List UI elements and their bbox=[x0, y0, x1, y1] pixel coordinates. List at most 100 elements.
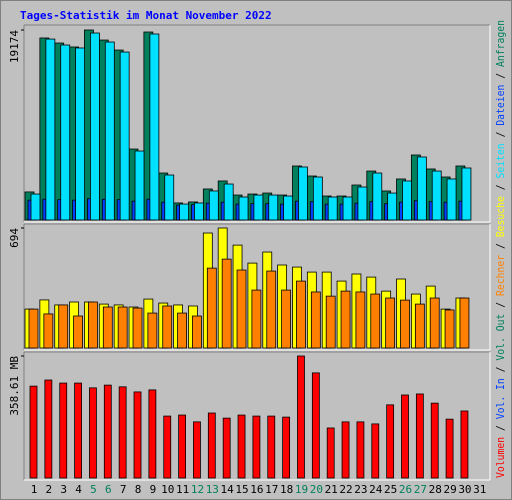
bar bbox=[222, 417, 231, 479]
bar bbox=[179, 203, 190, 221]
y-tick-label: 694 bbox=[8, 228, 21, 248]
x-tick-label: 2 bbox=[46, 483, 53, 496]
bar bbox=[236, 269, 247, 349]
bar bbox=[327, 196, 338, 221]
bar bbox=[29, 385, 38, 479]
y-tick-label: 358.61 MB bbox=[8, 356, 21, 416]
bar bbox=[461, 167, 472, 221]
chart-title: Tages-Statistik im Monat November 2022 bbox=[20, 9, 272, 22]
legend-separator: / bbox=[494, 184, 507, 190]
bar bbox=[237, 414, 246, 479]
bar bbox=[312, 176, 323, 221]
x-tick-label: 5 bbox=[90, 483, 97, 496]
x-tick-label: 29 bbox=[443, 483, 456, 496]
bar bbox=[104, 41, 115, 221]
bar bbox=[414, 303, 425, 349]
bar bbox=[147, 312, 158, 349]
x-tick-label: 9 bbox=[150, 483, 157, 496]
bar bbox=[460, 410, 469, 479]
bar bbox=[149, 33, 160, 221]
bar bbox=[416, 156, 427, 221]
legend-separator: / bbox=[494, 425, 507, 431]
y-tick-label: 19174 bbox=[8, 30, 21, 63]
bar bbox=[74, 382, 82, 479]
x-tick-label: 14 bbox=[221, 483, 235, 496]
bar bbox=[133, 391, 142, 479]
x-tick-label: 12 bbox=[191, 483, 204, 496]
bar bbox=[268, 194, 279, 221]
bar bbox=[310, 291, 321, 349]
bar bbox=[326, 427, 335, 479]
x-tick-label: 31 bbox=[473, 483, 486, 496]
bar bbox=[221, 258, 232, 349]
bar bbox=[164, 174, 175, 221]
bar bbox=[132, 307, 143, 349]
x-tick-label: 8 bbox=[135, 483, 142, 496]
bar bbox=[60, 44, 71, 221]
bar bbox=[282, 416, 291, 479]
bar bbox=[118, 386, 127, 479]
bar bbox=[385, 297, 396, 349]
legend-separator: / bbox=[494, 366, 507, 372]
bar bbox=[325, 295, 336, 349]
legend-entry: Besuche bbox=[494, 196, 507, 237]
x-tick-label: 24 bbox=[369, 483, 383, 496]
bar bbox=[296, 280, 306, 349]
bar bbox=[267, 415, 276, 479]
legend-entry: Volumen bbox=[494, 437, 507, 478]
bar bbox=[387, 192, 398, 221]
bar bbox=[252, 415, 261, 479]
x-tick-label: 30 bbox=[458, 483, 471, 496]
bar bbox=[223, 183, 234, 221]
bar bbox=[163, 415, 172, 479]
x-tick-label: 25 bbox=[384, 483, 397, 496]
x-tick-label: 19 bbox=[295, 483, 308, 496]
bar bbox=[355, 291, 366, 349]
x-tick-label: 6 bbox=[105, 483, 112, 496]
x-tick-label: 13 bbox=[206, 483, 219, 496]
bar bbox=[297, 355, 305, 479]
bar bbox=[177, 312, 188, 349]
x-tick-label: 22 bbox=[339, 483, 352, 496]
bar bbox=[43, 313, 54, 349]
legend-entry: Vol. Out bbox=[494, 314, 507, 361]
bar bbox=[371, 423, 380, 479]
bar bbox=[90, 32, 100, 221]
bar bbox=[206, 267, 217, 349]
bar bbox=[311, 372, 320, 479]
bar bbox=[372, 172, 383, 221]
bar bbox=[283, 195, 294, 221]
x-tick-label: 17 bbox=[265, 483, 278, 496]
x-tick-label: 15 bbox=[235, 483, 248, 496]
bar bbox=[28, 308, 39, 349]
bar bbox=[73, 315, 83, 349]
bar bbox=[401, 394, 409, 479]
x-tick-label: 28 bbox=[429, 483, 442, 496]
bar bbox=[459, 297, 470, 349]
x-tick-label: 16 bbox=[250, 483, 263, 496]
x-tick-label: 26 bbox=[399, 483, 412, 496]
x-tick-label: 4 bbox=[75, 483, 82, 496]
legend-separator: / bbox=[494, 243, 507, 249]
bar bbox=[429, 297, 440, 349]
bar bbox=[342, 196, 353, 221]
x-tick-label: 11 bbox=[176, 483, 189, 496]
bar bbox=[59, 382, 68, 479]
x-tick-label: 1 bbox=[31, 483, 38, 496]
bar bbox=[431, 170, 442, 221]
bar bbox=[102, 306, 113, 349]
bar bbox=[386, 404, 395, 479]
bar bbox=[207, 412, 216, 479]
bar bbox=[194, 202, 204, 221]
bar bbox=[446, 178, 457, 221]
x-tick-label: 7 bbox=[120, 483, 127, 496]
legend-entry: Seiten bbox=[494, 143, 507, 178]
x-tick-label: 27 bbox=[414, 483, 427, 496]
bar bbox=[444, 309, 455, 349]
bar bbox=[193, 421, 201, 479]
bar bbox=[58, 304, 69, 349]
bar bbox=[370, 293, 381, 349]
bar bbox=[178, 414, 187, 479]
bar bbox=[192, 315, 202, 349]
